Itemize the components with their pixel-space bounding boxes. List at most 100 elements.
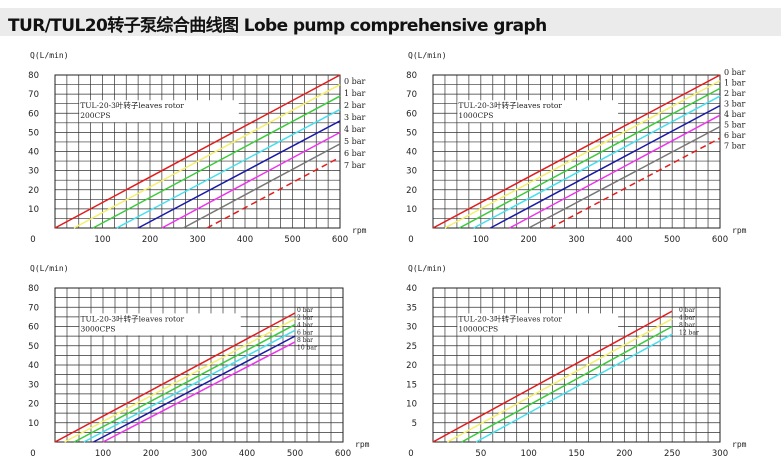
x-tick-label: 500 [287, 449, 303, 459]
series-line [528, 125, 721, 229]
series-line [116, 108, 341, 229]
x-tick-label: 250 [664, 449, 680, 459]
y-tick-label: 10 [406, 400, 417, 410]
annotation-text: TUL-20-3叶转子leaves rotor [80, 313, 184, 323]
plot-frame [432, 74, 721, 229]
y-tick-label: 20 [28, 186, 39, 196]
x-tick-label: 300 [568, 235, 584, 245]
series-line [458, 87, 721, 229]
y-axis-label: Q(L/min) [30, 51, 69, 60]
x-tick-label: 0 [408, 235, 413, 245]
x-tick-label: 400 [239, 449, 255, 459]
y-tick-label: 80 [28, 284, 39, 294]
y-tick-label: 5 [412, 419, 417, 429]
x-axis-label: rpm [732, 226, 747, 235]
x-tick-label: 200 [142, 235, 158, 245]
series-line [64, 318, 296, 443]
legend-label: 4 bar [724, 110, 746, 119]
annotation-text: 200CPS [80, 111, 110, 120]
legend-label: 0 bar [344, 77, 366, 86]
y-tick-label: 25 [406, 342, 417, 352]
legend-label: 4 bar [679, 315, 695, 322]
series-line [83, 329, 296, 443]
legend-label: 7 bar [344, 161, 366, 170]
x-tick-label: 600 [332, 235, 348, 245]
x-tick-label: 300 [712, 449, 728, 459]
series-line [54, 312, 296, 443]
legend-label: 6 bar [344, 149, 366, 158]
x-tick-label: 0 [30, 449, 35, 459]
annotation-text: 1000CPS [458, 111, 493, 120]
y-tick-label: 20 [28, 400, 39, 410]
series-line [92, 95, 341, 229]
legend-label: 12 bar [679, 330, 699, 337]
y-tick-label: 70 [406, 90, 417, 100]
legend-label: 2 bar [297, 315, 313, 322]
x-tick-label: 400 [616, 235, 632, 245]
x-tick-label: 0 [30, 235, 35, 245]
y-tick-label: 15 [406, 380, 417, 390]
y-tick-label: 10 [28, 419, 39, 429]
legend-label: 5 bar [724, 121, 746, 130]
series-line [161, 131, 341, 229]
series-line [473, 95, 721, 229]
series-line [509, 114, 721, 229]
series-line [102, 341, 296, 443]
x-tick-label: 0 [408, 449, 413, 459]
y-tick-label: 70 [28, 90, 39, 100]
x-tick-label: 100 [95, 449, 111, 459]
annotation-text: TUL-20-3叶转子leaves rotor [458, 100, 562, 110]
y-tick-label: 10 [28, 205, 39, 215]
y-tick-label: 40 [28, 148, 39, 158]
y-tick-label: 40 [406, 148, 417, 158]
annotation-text: 3000CPS [80, 324, 115, 333]
x-tick-label: 500 [284, 235, 300, 245]
y-tick-label: 30 [406, 167, 417, 177]
series-line [182, 143, 341, 229]
y-tick-label: 80 [406, 71, 417, 81]
annotation-text: 10000CPS [458, 324, 498, 333]
series-line [444, 80, 721, 229]
y-tick-label: 70 [28, 303, 39, 313]
legend-label: 3 bar [724, 100, 746, 109]
y-tick-label: 30 [28, 167, 39, 177]
y-tick-label: 35 [406, 303, 417, 313]
x-tick-label: 100 [94, 235, 110, 245]
y-tick-label: 80 [28, 71, 39, 81]
x-axis-label: rpm [732, 440, 747, 449]
legend-label: 5 bar [344, 137, 366, 146]
annotation-box [79, 313, 241, 336]
legend-label: 2 bar [724, 89, 746, 98]
x-tick-label: 100 [473, 235, 489, 245]
series-line [432, 310, 673, 443]
y-tick-label: 40 [28, 361, 39, 371]
x-tick-label: 200 [521, 235, 537, 245]
series-line [54, 74, 341, 229]
annotation-box [79, 100, 239, 123]
series-line [137, 120, 341, 229]
series-line [549, 137, 721, 229]
series-line [461, 325, 673, 443]
y-tick-label: 40 [406, 284, 417, 294]
series-line [93, 335, 296, 443]
y-tick-label: 60 [28, 323, 39, 333]
legend-label: 0 bar [679, 307, 695, 314]
x-tick-label: 500 [664, 235, 680, 245]
y-tick-label: 30 [28, 380, 39, 390]
plot-frame [432, 287, 721, 443]
series-line [73, 83, 341, 229]
x-tick-label: 300 [189, 235, 205, 245]
y-tick-label: 50 [406, 128, 417, 138]
y-tick-label: 20 [406, 186, 417, 196]
x-tick-label: 300 [191, 449, 207, 459]
plot-frame [54, 287, 344, 443]
y-axis-label: Q(L/min) [408, 264, 447, 273]
legend-label: 7 bar [724, 142, 746, 151]
legend-label: 0 bar [724, 68, 746, 77]
legend-label: 8 bar [679, 322, 695, 329]
annotation-text: TUL-20-3叶转子leaves rotor [458, 313, 562, 323]
